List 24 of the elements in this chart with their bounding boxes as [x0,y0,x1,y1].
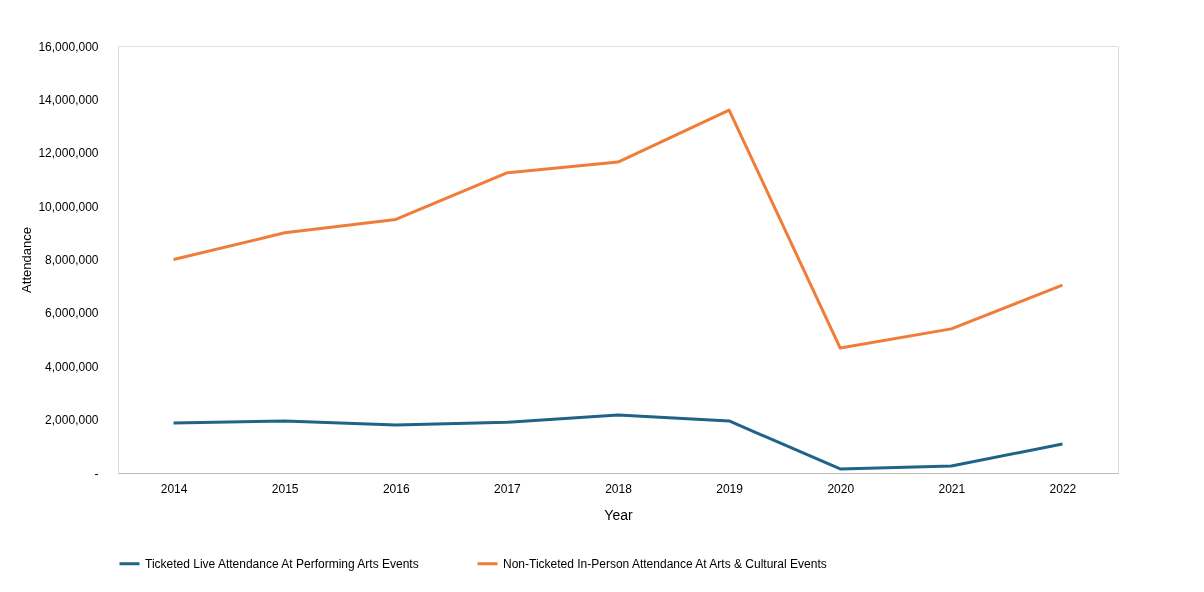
x-tick-label: 2019 [716,481,744,496]
legend-label: Non-Ticketed In-Person Attendance At Arts & Cultural Events [503,556,827,571]
y-tick-label: 8,000,000 [45,253,99,267]
y-tick-label: 6,000,000 [45,306,99,321]
y-tick-label: 16,000,000 [38,39,99,54]
line-series [172,108,1064,350]
legend-label: Ticketed Live Attendance At Performing Arts Events [145,556,419,571]
y-axis-title: Attendance [19,227,35,293]
x-tick-label: 2017 [494,481,522,496]
y-tick-label: 12,000,000 [38,146,99,161]
x-tick-label: 2014 [160,481,188,496]
y-tick-label: 10,000,000 [38,199,99,214]
x-tick-label: 2015 [271,481,299,496]
x-tick-label: 2020 [827,481,855,496]
x-tick-label: 2022 [1049,481,1077,496]
x-tick-label: 2016 [382,481,410,496]
y-tick-label: 14,000,000 [38,92,99,107]
x-axis-title: Year [604,506,633,523]
line-series [172,413,1064,471]
y-tick-label: - [94,466,99,481]
y-tick-label: 4,000,000 [45,359,99,374]
x-tick-label: 2021 [938,481,966,496]
y-tick-label: 2,000,000 [45,413,99,428]
x-tick-label: 2018 [605,481,633,496]
